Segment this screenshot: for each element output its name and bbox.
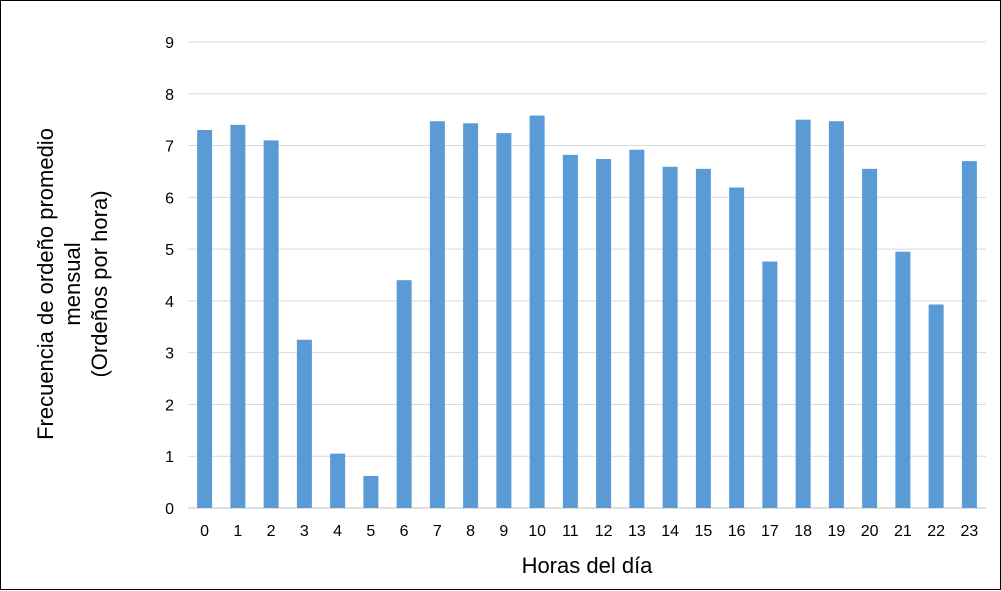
y-axis-title-line: mensual: [60, 242, 85, 325]
bar-hour-5: [363, 475, 379, 508]
x-axis-title: Horas del día: [522, 553, 654, 578]
y-tick-label: 5: [165, 242, 174, 259]
bar-hour-1: [230, 124, 246, 508]
bar-hour-18: [795, 119, 811, 509]
y-axis-title: Frecuencia de ordeño promediomensual(Ord…: [33, 128, 112, 440]
y-tick-label: 1: [165, 449, 174, 466]
y-tick-label: 3: [165, 346, 174, 363]
gridlines: [188, 41, 986, 509]
y-tick-label: 0: [165, 501, 174, 518]
bar-hour-19: [828, 121, 844, 508]
x-tick-label: 1: [233, 523, 242, 540]
x-tick-label: 0: [200, 523, 209, 540]
y-tick-label: 9: [165, 35, 174, 52]
x-tick-label: 6: [400, 523, 409, 540]
x-tick-label: 2: [267, 523, 276, 540]
x-tick-label: 19: [827, 523, 845, 540]
x-tick-label: 3: [300, 523, 309, 540]
bar-hour-11: [562, 154, 578, 508]
x-tick-label: 11: [562, 523, 579, 540]
x-tick-label: 23: [960, 523, 978, 540]
bar-hour-13: [629, 149, 645, 508]
bar-hour-12: [596, 159, 612, 509]
x-tick-label: 5: [366, 523, 375, 540]
x-tick-label: 12: [595, 523, 613, 540]
y-tick-label: 6: [165, 190, 174, 207]
bar-hour-10: [529, 115, 545, 508]
y-tick-label: 8: [165, 87, 174, 104]
bar-hour-22: [928, 304, 944, 508]
bar-hour-21: [895, 251, 911, 508]
bar-hour-8: [463, 123, 479, 509]
x-tick-label: 16: [728, 523, 746, 540]
x-tick-label: 15: [694, 523, 712, 540]
x-tick-label: 10: [528, 523, 546, 540]
bar-hour-3: [296, 339, 312, 508]
y-tick-labels: 0 1 2 3 4 5 6 7 8 9: [165, 35, 174, 518]
x-tick-label: 4: [333, 523, 342, 540]
bar-hour-7: [429, 121, 445, 508]
bar-hour-16: [729, 187, 745, 509]
y-axis-title-line: Frecuencia de ordeño promedio: [33, 128, 58, 440]
y-axis-title-line: (Ordeños por hora): [87, 190, 112, 377]
y-tick-label: 2: [165, 397, 174, 414]
x-tick-label: 8: [466, 523, 475, 540]
x-tick-label: 18: [794, 523, 812, 540]
y-tick-label: 7: [165, 139, 174, 156]
x-tick-label: 13: [628, 523, 646, 540]
x-tick-label: 7: [433, 523, 442, 540]
bar-hour-4: [330, 453, 346, 508]
x-tick-label: 17: [761, 523, 779, 540]
bar-hour-9: [496, 133, 512, 508]
bar-hour-23: [961, 161, 977, 509]
bars: [197, 115, 977, 509]
bar-hour-14: [662, 166, 678, 509]
x-tick-label: 9: [499, 523, 508, 540]
x-tick-label: 20: [861, 523, 879, 540]
x-tick-label: 22: [927, 523, 945, 540]
y-tick-label: 4: [165, 294, 174, 311]
bar-hour-2: [263, 140, 279, 508]
x-tick-label: 14: [661, 523, 679, 540]
bar-hour-20: [862, 168, 878, 508]
x-tick-label: 21: [894, 523, 912, 540]
bar-hour-15: [695, 168, 711, 508]
bar-hour-0: [197, 130, 213, 508]
bar-hour-17: [762, 261, 778, 508]
x-tick-labels: 0 1 2 3 4 5 6 7 8 9 10 11 12 13 14 15 16 17 18 19 20 21 22 23: [200, 523, 978, 540]
bar-hour-6: [396, 280, 412, 508]
